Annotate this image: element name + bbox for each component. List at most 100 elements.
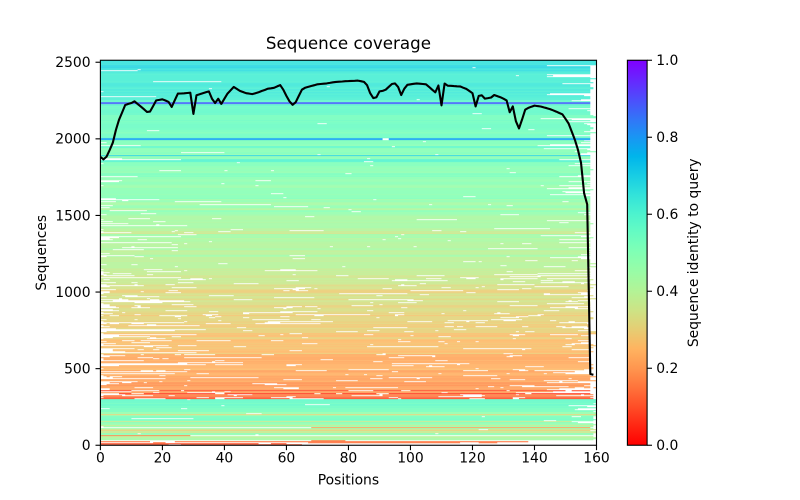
msa-row-segment [150, 298, 597, 300]
msa-row-segment [106, 274, 147, 276]
msa-row-segment [230, 323, 256, 325]
msa-row-segment [100, 262, 591, 264]
msa-row-segment [100, 114, 591, 116]
msa-row-segment [100, 392, 154, 394]
msa-row-segment [100, 194, 550, 196]
msa-row-segment [438, 154, 578, 156]
msa-row-segment [261, 413, 597, 415]
msa-row-segment [100, 213, 141, 215]
msa-row-segment [100, 332, 597, 334]
msa-row-segment [100, 89, 591, 91]
msa-row-segment [100, 146, 392, 148]
msa-row-segment [577, 151, 597, 153]
msa-row-segment [137, 282, 178, 284]
msa-row-segment [100, 188, 547, 190]
msa-row-segment [305, 255, 591, 257]
msa-row-segment [140, 433, 436, 435]
msa-row-segment [100, 386, 488, 388]
msa-row-segment [106, 296, 126, 298]
msa-row-segment [404, 314, 538, 316]
msa-row-segment [100, 366, 426, 368]
msa-row-segment [100, 115, 594, 117]
msa-row-segment [441, 230, 591, 232]
msa-row-segment [525, 334, 550, 336]
msa-row-segment [100, 435, 191, 437]
msa-row-segment [475, 292, 578, 294]
msa-row-segment [475, 196, 591, 198]
msa-row-segment [174, 373, 197, 375]
msa-row-segment [100, 390, 132, 392]
msa-row-segment [106, 256, 135, 258]
msa-row-segment [187, 243, 501, 245]
msa-row-segment [137, 176, 560, 178]
msa-row-segment [100, 406, 588, 408]
msa-row-segment [100, 161, 364, 163]
msa-row-segment [190, 399, 597, 401]
msa-row-segment [103, 344, 371, 346]
msa-row-segment [100, 137, 591, 139]
msa-row-segment [100, 83, 563, 85]
msa-row-segment [100, 148, 544, 150]
msa-row-segment [159, 390, 182, 392]
msa-row-segment [100, 124, 588, 126]
msa-row-segment [100, 387, 135, 389]
msa-row-segment [525, 379, 591, 381]
msa-row-segment [320, 319, 492, 321]
msa-row-segment [100, 151, 575, 153]
msa-row-segment [181, 292, 467, 294]
msa-row-segment [546, 373, 566, 375]
msa-row-segment [367, 374, 591, 376]
msa-row-segment [103, 333, 290, 335]
msa-row-segment [487, 320, 504, 322]
msa-row-segment [298, 280, 392, 282]
msa-row-segment [100, 380, 188, 382]
msa-row-segment [100, 347, 157, 349]
msa-row-segment [100, 132, 597, 134]
msa-row-segment [100, 206, 275, 208]
msa-row-segment [100, 81, 154, 83]
msa-row-segment [432, 365, 591, 367]
msa-row-segment [100, 402, 597, 404]
msa-row-segment [165, 370, 296, 372]
msa-row-segment [491, 204, 591, 206]
msa-row-segment [100, 169, 594, 171]
msa-row-segment [370, 158, 591, 160]
msa-row-segment [100, 215, 591, 217]
msa-row-segment [181, 236, 395, 238]
msa-row-segment [537, 274, 591, 276]
msa-row-segment [100, 340, 123, 342]
msa-row-segment [571, 346, 591, 348]
msa-row-segment [212, 315, 315, 317]
y-tick-label: 2000 [55, 132, 90, 148]
msa-row-segment [385, 239, 560, 241]
msa-row-segment [311, 427, 591, 429]
msa-row-segment [103, 358, 154, 360]
msa-row-segment [100, 250, 172, 252]
msa-row-segment [373, 310, 464, 312]
msa-row-segment [165, 378, 371, 380]
msa-row-segment [252, 330, 368, 332]
msa-row-segment [515, 320, 550, 322]
coverage-line-group [100, 79, 594, 376]
msa-row-segment [221, 81, 591, 83]
msa-row-segment [559, 310, 591, 312]
msa-row-segment [416, 285, 591, 287]
msa-row-segment [143, 349, 154, 351]
msa-row-segment [171, 347, 594, 349]
msa-row-segment [100, 320, 219, 322]
msa-row-segment [100, 217, 591, 219]
msa-row-segment [100, 266, 175, 268]
msa-row-segment [305, 258, 581, 260]
msa-row-segment [301, 364, 457, 366]
msa-row-segment [153, 387, 275, 389]
msa-row-segment [100, 417, 594, 419]
msa-row-segment [292, 312, 389, 314]
msa-row-segment [565, 326, 572, 328]
msa-row-segment [525, 369, 585, 371]
msa-row-segment [398, 315, 529, 317]
msa-row-segment [165, 375, 377, 377]
msa-row-segment [100, 200, 123, 202]
msa-row-segment [103, 269, 144, 271]
msa-row-segment [100, 433, 138, 435]
